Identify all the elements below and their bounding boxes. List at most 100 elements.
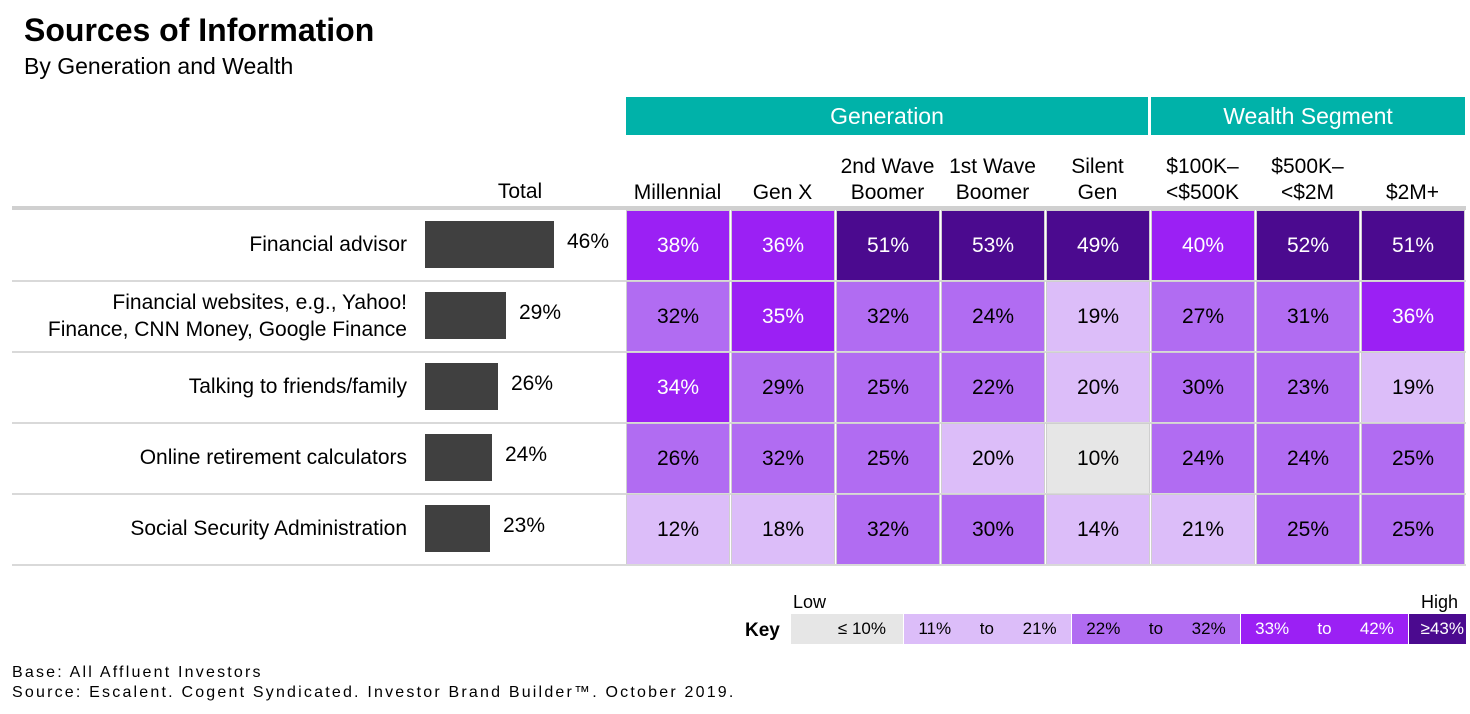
- heatmap-cell: 40%: [1151, 210, 1255, 281]
- heatmap-cell: 26%: [626, 423, 730, 494]
- heatmap-cell: 35%: [731, 281, 835, 352]
- key-segment: ≥43%: [1409, 614, 1466, 644]
- heatmap-cell: 32%: [836, 281, 940, 352]
- column-header: Silent Gen: [1045, 146, 1150, 206]
- row-label-line1: Social Security Administration: [130, 517, 407, 540]
- heatmap-cell: 30%: [941, 494, 1045, 565]
- column-header-line2: <$500K: [1166, 181, 1239, 204]
- group-header-wealth: Wealth Segment: [1151, 97, 1465, 135]
- column-header-line1: Silent: [1071, 155, 1124, 178]
- total-bar: [425, 434, 492, 481]
- heatmap-cell: 25%: [1361, 423, 1465, 494]
- key-low-label: Low: [793, 592, 827, 612]
- heatmap-cell: 12%: [626, 494, 730, 565]
- total-bar: [425, 363, 498, 410]
- key-segment-from: ≤ 10%: [837, 619, 886, 638]
- key-segment-to-word: to: [979, 619, 994, 638]
- row-label: Financial websites, e.g., Yahoo! Finance,…: [48, 281, 407, 350]
- column-header-line1: $500K–: [1271, 155, 1344, 178]
- total-value: 23%: [503, 514, 546, 537]
- heatmap-cell: 31%: [1256, 281, 1360, 352]
- row-label-line1: Financial advisor: [249, 233, 407, 256]
- key-segment-from: 22%: [1086, 619, 1121, 638]
- heatmap-cell: 25%: [1256, 494, 1360, 565]
- column-header-line1: 1st Wave: [949, 155, 1036, 178]
- key-segment-from: 11%: [918, 619, 952, 638]
- heatmap-cell: 32%: [836, 494, 940, 565]
- column-header: Gen X: [730, 146, 835, 206]
- column-header: 2nd Wave Boomer: [835, 146, 940, 206]
- heatmap-cell: 30%: [1151, 352, 1255, 423]
- key-segment-to: 42%: [1359, 619, 1394, 638]
- total-bar: [425, 221, 554, 268]
- heatmap-cell: 38%: [626, 210, 730, 281]
- key-segment-to-word: to: [1317, 619, 1332, 638]
- column-header-line2: <$2M: [1280, 181, 1335, 204]
- heatmap-cell: 25%: [836, 352, 940, 423]
- total-bar: [425, 292, 506, 339]
- total-value: 26%: [511, 372, 554, 395]
- heatmap-cell: 24%: [941, 281, 1045, 352]
- footer-base: Base: All Affluent Investors: [12, 664, 263, 681]
- heatmap-cell: 53%: [941, 210, 1045, 281]
- heatmap-cell: 36%: [1361, 281, 1465, 352]
- heatmap-cell: 32%: [731, 423, 835, 494]
- column-header: $500K– <$2M: [1255, 146, 1360, 206]
- column-header-line2: Boomer: [850, 181, 925, 204]
- total-value: 29%: [519, 301, 562, 324]
- column-header-line2: $2M+: [1385, 181, 1440, 204]
- key-segment: 11% to 21%: [904, 614, 1071, 644]
- heatmap-cell: 20%: [941, 423, 1045, 494]
- key-segment-from: 33%: [1255, 619, 1290, 638]
- row-label: Financial advisor: [249, 210, 407, 279]
- column-header-line2: Boomer: [955, 181, 1030, 204]
- heatmap-cell: 49%: [1046, 210, 1150, 281]
- key-title: Key: [745, 620, 780, 641]
- heatmap-cell: 36%: [731, 210, 835, 281]
- column-header: Millennial: [625, 146, 730, 206]
- total-header: Total: [497, 180, 543, 203]
- row-label: Online retirement calculators: [140, 423, 407, 492]
- row-label-line1: Financial websites, e.g., Yahoo!: [112, 290, 407, 314]
- row-label: Social Security Administration: [130, 494, 407, 563]
- total-value: 24%: [505, 443, 548, 466]
- key-segment-to: 21%: [1022, 619, 1057, 638]
- heatmap-cell: 24%: [1256, 423, 1360, 494]
- heatmap-cell: 25%: [836, 423, 940, 494]
- heatmap-cell: 27%: [1151, 281, 1255, 352]
- heatmap-cell: 23%: [1256, 352, 1360, 423]
- column-header: $100K– <$500K: [1150, 146, 1255, 206]
- heatmap-cell: 19%: [1046, 281, 1150, 352]
- heatmap-cell: 32%: [626, 281, 730, 352]
- heatmap-cell: 25%: [1361, 494, 1465, 565]
- heatmap-cell: 21%: [1151, 494, 1255, 565]
- heatmap-cell: 51%: [836, 210, 940, 281]
- row-divider: [12, 564, 1466, 566]
- heatmap-cell: 22%: [941, 352, 1045, 423]
- heatmap-cell: 14%: [1046, 494, 1150, 565]
- heatmap-cell: 51%: [1361, 210, 1465, 281]
- group-header-generation: Generation: [626, 97, 1148, 135]
- heatmap-cell: 19%: [1361, 352, 1465, 423]
- column-header-line2: Millennial: [633, 181, 722, 204]
- heatmap-cell: 18%: [731, 494, 835, 565]
- key-segment-from: ≥43%: [1420, 619, 1464, 638]
- heatmap-cell: 34%: [626, 352, 730, 423]
- total-value: 46%: [567, 230, 610, 253]
- header-divider: [12, 206, 1466, 210]
- column-header: 1st Wave Boomer: [940, 146, 1045, 206]
- row-label-line2: Finance, CNN Money, Google Finance: [47, 317, 407, 341]
- row-label-line1: Online retirement calculators: [139, 446, 407, 469]
- key-segment: 22% to 32%: [1072, 614, 1240, 644]
- column-header-line1: $100K–: [1166, 155, 1239, 178]
- column-header-line1: 2nd Wave: [840, 155, 935, 178]
- key-segment: ≤ 10%: [791, 614, 903, 644]
- page-subtitle: By Generation and Wealth: [24, 53, 294, 79]
- total-bar: [425, 505, 490, 552]
- heatmap-cell: 24%: [1151, 423, 1255, 494]
- row-label: Talking to friends/family: [189, 352, 407, 421]
- key-high-label: High: [1421, 592, 1459, 612]
- heatmap-cell: 10%: [1046, 423, 1150, 494]
- footer-source: Source: Escalent. Cogent Syndicated. Inv…: [12, 684, 736, 701]
- column-header-line2: Gen X: [752, 181, 813, 204]
